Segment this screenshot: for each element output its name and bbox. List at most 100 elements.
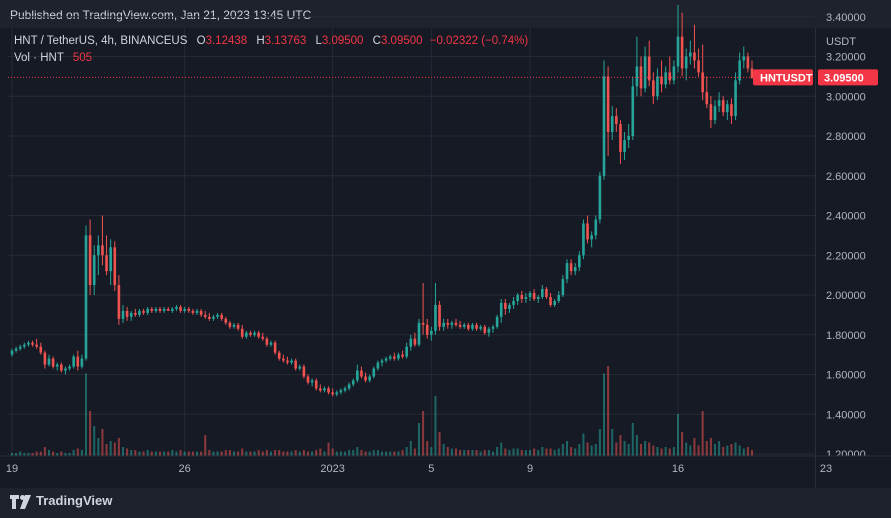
volume-bar <box>97 438 100 456</box>
candle-body <box>561 279 565 295</box>
candle-body <box>208 316 211 319</box>
volume-bar <box>15 453 18 456</box>
y-tick-label: 2.60000 <box>826 171 866 183</box>
candle-body <box>327 388 330 393</box>
volume-bar <box>122 447 124 456</box>
candle-body <box>253 332 256 335</box>
volume-bar <box>652 445 655 456</box>
candle-body <box>290 360 293 363</box>
candle-body <box>269 342 273 345</box>
volume-bar <box>339 451 342 456</box>
candle-body <box>430 330 433 335</box>
candle-body <box>434 304 437 331</box>
volume-bar <box>553 450 556 456</box>
brand-name: TradingView <box>36 493 113 508</box>
candle-body <box>623 139 626 152</box>
candle-body <box>393 356 396 359</box>
volume-bar <box>286 451 289 456</box>
candle-body <box>368 376 371 381</box>
candle-body <box>97 245 100 256</box>
candle-body <box>39 346 43 353</box>
volume-bar <box>348 450 351 456</box>
volume-bar <box>718 441 721 456</box>
candle-body <box>384 358 388 361</box>
volume-bar <box>117 438 120 456</box>
candle-body <box>257 332 260 337</box>
candle-body <box>294 360 297 369</box>
candle-body <box>236 324 240 329</box>
volume-bar <box>705 441 708 456</box>
candle-body <box>203 314 207 317</box>
candle-body <box>462 324 466 327</box>
candle-body <box>590 235 593 240</box>
volume-bar <box>438 432 441 456</box>
volume-bar <box>204 435 207 456</box>
candle-body <box>631 86 635 136</box>
candle-body <box>643 56 647 89</box>
candle-body <box>610 116 614 133</box>
volume-bar <box>76 448 79 456</box>
candle-body <box>179 306 182 311</box>
volume-bar <box>179 450 182 456</box>
price-axis <box>816 28 891 456</box>
x-tick-label: 19 <box>6 463 18 475</box>
x-tick-label: 16 <box>672 463 684 475</box>
volume-bar <box>130 450 133 456</box>
volume-bar <box>80 450 83 456</box>
volume-bar <box>101 429 104 456</box>
candle-body <box>545 289 548 297</box>
candle-body <box>417 322 421 345</box>
volume-bar <box>372 450 375 456</box>
candle-body <box>35 344 38 347</box>
x-tick-label: 5 <box>428 463 434 475</box>
candle-body <box>43 352 47 365</box>
candle-body <box>487 328 491 333</box>
volume-bar <box>483 450 486 456</box>
candle-body <box>323 388 326 391</box>
volume-bar <box>323 451 326 456</box>
candle-body <box>606 76 610 133</box>
volume-bar <box>557 448 560 456</box>
volume-bar <box>487 450 490 456</box>
volume-bar <box>520 450 523 456</box>
candle-body <box>672 66 676 81</box>
symbol-label: HNT / TetherUS, 4h, BINANCEUS <box>14 35 188 47</box>
x-tick-label: 9 <box>527 463 533 475</box>
x-tick-label: 2023 <box>320 463 344 475</box>
price-chart[interactable]: USDT 3.40000 3.20000 3.00000 2.80000 2.60000 2… <box>0 0 891 488</box>
candle-body <box>557 295 561 301</box>
candle-body <box>121 310 125 319</box>
volume-bar <box>64 453 67 456</box>
candle-body <box>60 364 63 371</box>
volume-bar <box>738 445 741 456</box>
published-caption: Published on TradingView.com, Jan 21, 20… <box>10 8 312 22</box>
volume-bar <box>726 445 729 456</box>
close-value: 3.09500 <box>380 35 423 47</box>
candle-body <box>162 308 166 311</box>
volume-bar <box>389 451 392 456</box>
volume-bar <box>619 435 622 456</box>
volume-bar <box>27 453 30 456</box>
volume-bar <box>171 450 174 456</box>
volume-bar <box>746 447 749 456</box>
low-label: L <box>315 35 322 47</box>
y-tick-label: 2.00000 <box>826 290 866 302</box>
candle-body <box>446 322 450 325</box>
volume-bar <box>413 448 416 456</box>
candle-body <box>536 296 540 299</box>
volume-bar <box>434 396 437 456</box>
volume-bar <box>43 447 46 456</box>
volume-bar <box>228 450 231 456</box>
volume-legend: Vol · HNT 505 <box>14 52 92 64</box>
volume-bar <box>208 450 211 456</box>
volume-bar <box>529 450 531 456</box>
volume-bar <box>39 451 42 456</box>
chart-area[interactable] <box>0 28 891 488</box>
candle-body <box>142 310 145 313</box>
volume-bar <box>549 448 552 456</box>
volume-bar <box>405 447 408 456</box>
volume-bar <box>327 442 330 456</box>
candle-body <box>286 360 289 363</box>
volume-bar <box>159 451 161 456</box>
volume-bar <box>237 451 240 456</box>
